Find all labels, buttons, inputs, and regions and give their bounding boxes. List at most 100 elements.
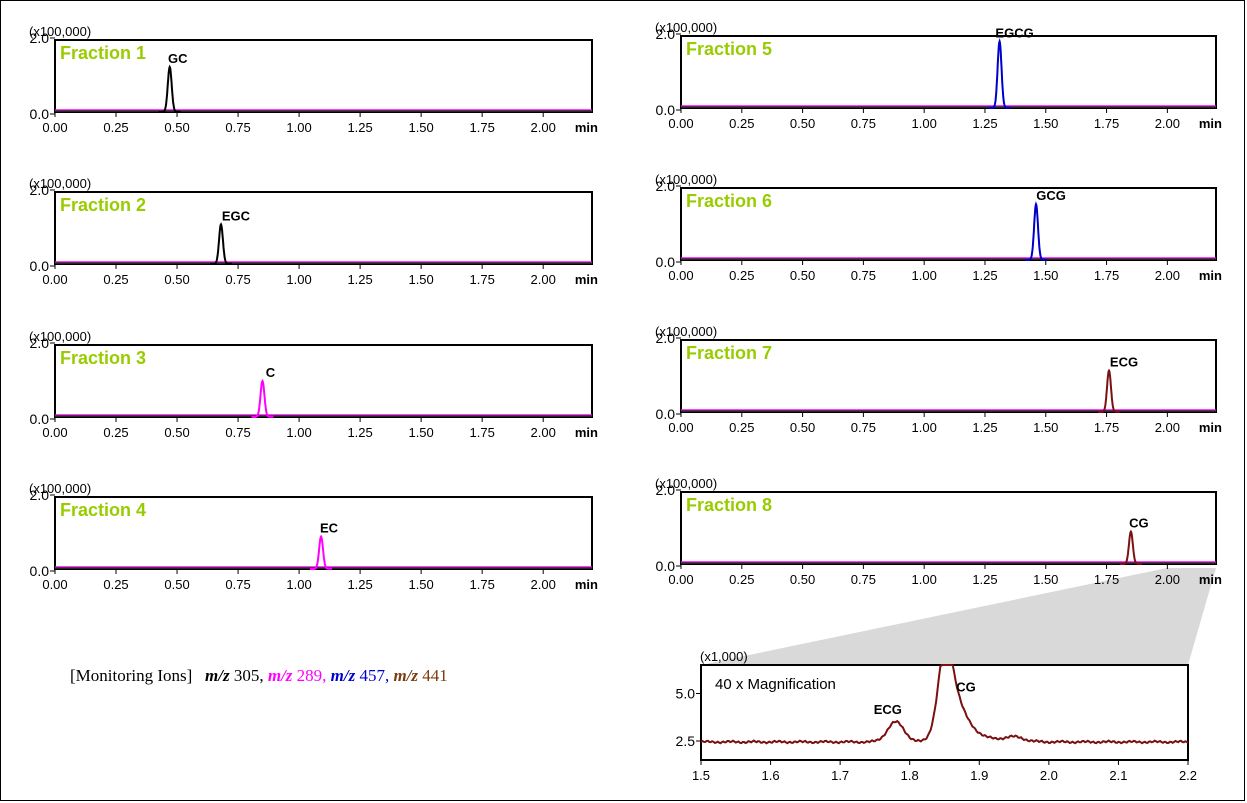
fraction-title: Fraction 1 — [60, 43, 146, 63]
peak-label: CG — [1129, 516, 1149, 531]
ion-457: m/z 457, — [331, 666, 394, 685]
ion-289-value: 289 — [296, 666, 323, 685]
y-tick-label: 5.0 — [676, 686, 696, 702]
x-tick-label: 1.25 — [972, 420, 997, 435]
x-tick-label: 1.50 — [1033, 116, 1058, 131]
fraction-title: Fraction 8 — [686, 495, 772, 515]
peak-label: EGC — [222, 208, 251, 223]
scale-label: (x100,000) — [29, 24, 91, 39]
x-tick-label: 1.75 — [470, 272, 495, 287]
x-tick-label: 0.00 — [42, 425, 67, 440]
plot-frame — [680, 491, 1217, 565]
ion-sep: , — [322, 666, 327, 685]
scale-label: (x100,000) — [655, 172, 717, 187]
x-tick-label: 1.7 — [831, 768, 849, 783]
y-tick-label: 0.0 — [656, 558, 676, 574]
x-tick-label: 1.5 — [692, 768, 710, 783]
x-tick-label: 1.75 — [1094, 572, 1119, 587]
x-tick-label: 0.50 — [790, 116, 815, 131]
scale-label: (x100,000) — [655, 476, 717, 491]
x-tick-label: 1.25 — [347, 272, 372, 287]
x-tick-label: 0.75 — [225, 120, 250, 135]
plot-frame — [54, 191, 593, 265]
ion-441-mz: m/z — [393, 666, 419, 685]
y-tick-label: 2.0 — [656, 178, 676, 194]
x-tick-label: 2.00 — [531, 272, 556, 287]
y-tick-label: 0.0 — [656, 254, 676, 270]
y-tick-label: 0.0 — [656, 102, 676, 118]
y-tick-label: 0.0 — [656, 406, 676, 422]
ion-305-value: 305 — [233, 666, 260, 685]
x-tick-label: 1.00 — [286, 425, 311, 440]
x-tick-label: 2.00 — [1155, 116, 1180, 131]
peak-label: EGCG — [995, 25, 1033, 40]
plot-frame — [54, 344, 593, 418]
x-tick-label: 1.50 — [408, 272, 433, 287]
x-tick-label: 2.00 — [531, 120, 556, 135]
x-tick-label: 0.50 — [164, 577, 189, 592]
peak-trace — [1119, 529, 1143, 565]
x-tick-label: 0.50 — [164, 272, 189, 287]
scale-label: (x100,000) — [29, 329, 91, 344]
x-tick-label: 0.25 — [103, 425, 128, 440]
x-tick-label: 1.00 — [912, 268, 937, 283]
x-axis-unit: min — [1199, 572, 1222, 587]
x-tick-label: 0.75 — [225, 272, 250, 287]
x-tick-label: 1.50 — [1033, 572, 1058, 587]
chart-panel-4: (x100,000)2.0 0.00.00 0.25 0.50 0.75 1.00 1.25… — [29, 481, 598, 592]
x-tick-label: 0.75 — [851, 420, 876, 435]
legend-prefix: [Monitoring Ions] — [70, 666, 193, 685]
x-tick-label: 2.2 — [1179, 768, 1197, 783]
scale-label: (x100,000) — [29, 176, 91, 191]
x-tick-label: 2.0 — [1040, 768, 1058, 783]
peak-label: C — [266, 365, 276, 380]
y-tick-label: 2.0 — [30, 335, 50, 351]
x-tick-label: 1.50 — [1033, 268, 1058, 283]
x-tick-label: 1.9 — [970, 768, 988, 783]
peak-label: GC — [168, 51, 188, 66]
fraction-title: Fraction 7 — [686, 343, 772, 363]
x-tick-label: 2.00 — [1155, 268, 1180, 283]
peak-trace — [158, 64, 181, 113]
scale-label: (x100,000) — [655, 324, 717, 339]
x-tick-label: 1.75 — [1094, 420, 1119, 435]
x-tick-label: 1.75 — [470, 577, 495, 592]
x-tick-label: 2.1 — [1109, 768, 1127, 783]
x-tick-label: 0.25 — [729, 268, 754, 283]
x-tick-label: 1.00 — [286, 272, 311, 287]
chart-panel-7: (x100,000)2.0 0.00.00 0.25 0.50 0.75 1.00 1.25… — [655, 324, 1222, 435]
x-tick-label: 1.25 — [347, 425, 372, 440]
peak-label: CG — [956, 680, 976, 695]
peak-trace — [251, 379, 274, 418]
x-tick-label: 0.00 — [42, 120, 67, 135]
fraction-title: Fraction 4 — [60, 500, 146, 520]
x-tick-label: 0.50 — [790, 420, 815, 435]
fraction-title: Fraction 5 — [686, 39, 772, 59]
x-axis-unit: min — [1199, 268, 1222, 283]
y-tick-label: 2.0 — [30, 487, 50, 503]
x-tick-label: 0.25 — [729, 572, 754, 587]
x-tick-label: 0.75 — [851, 268, 876, 283]
x-tick-label: 0.75 — [851, 116, 876, 131]
peak-trace — [988, 37, 1011, 109]
scale-label: (x1,000) — [700, 649, 748, 664]
x-tick-label: 0.00 — [42, 577, 67, 592]
ion-305-mz: m/z — [205, 666, 230, 685]
x-tick-label: 0.00 — [42, 272, 67, 287]
ion-289-mz: m/z — [267, 666, 293, 685]
peak-label: ECG — [1110, 355, 1138, 370]
x-tick-label: 2.00 — [531, 425, 556, 440]
scale-label: (x100,000) — [29, 481, 91, 496]
x-tick-label: 0.25 — [103, 120, 128, 135]
x-tick-label: 1.25 — [972, 116, 997, 131]
y-tick-label: 0.0 — [30, 563, 50, 579]
x-axis-unit: min — [575, 120, 598, 135]
peak-trace — [310, 534, 333, 570]
x-tick-label: 1.00 — [286, 577, 311, 592]
x-tick-label: 0.00 — [668, 116, 693, 131]
x-tick-label: 0.00 — [668, 572, 693, 587]
x-tick-label: 0.50 — [790, 572, 815, 587]
plot-frame — [700, 664, 1189, 761]
